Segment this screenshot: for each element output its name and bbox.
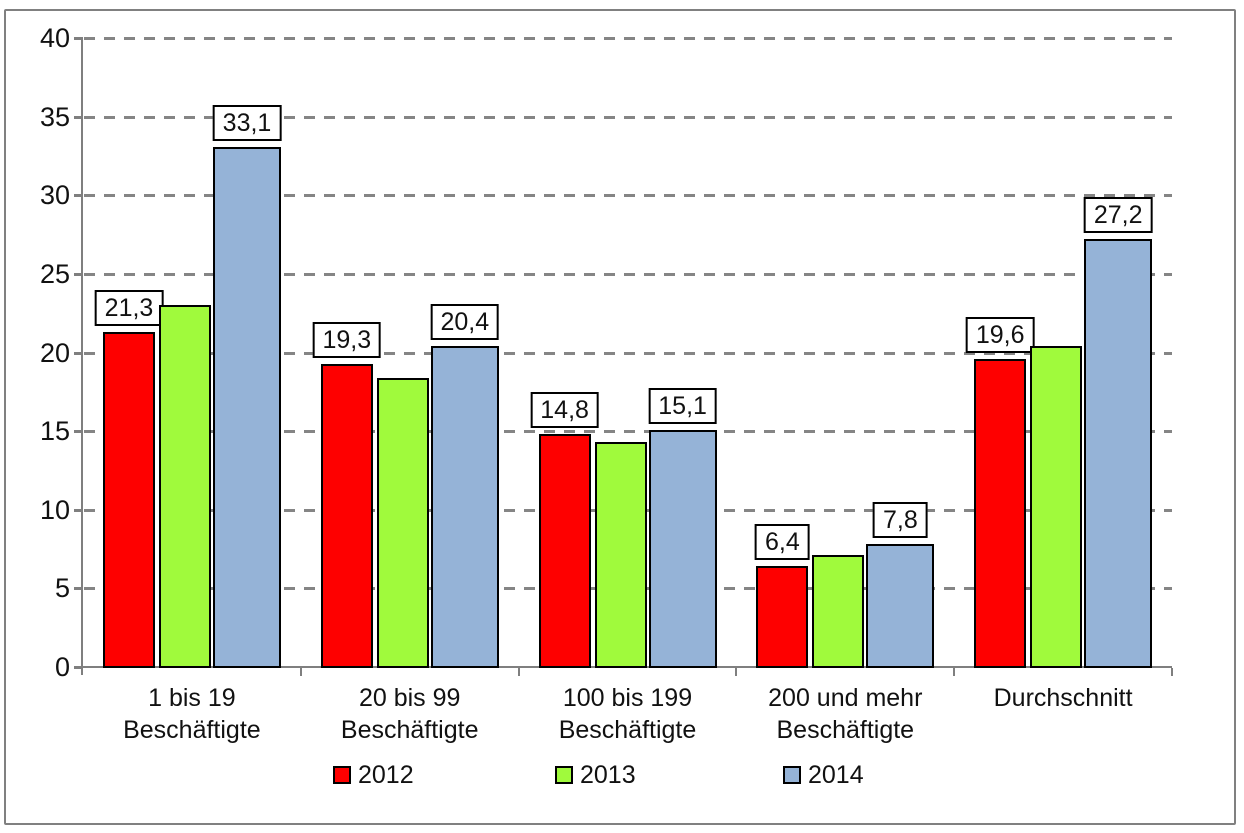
gridline xyxy=(84,430,1172,434)
y-axis-tick-label: 25 xyxy=(39,258,70,289)
y-axis-tick-label: 35 xyxy=(39,101,70,132)
bar-2012-4 xyxy=(974,358,1027,668)
category-label-line: 100 bis 199 xyxy=(562,684,693,712)
y-axis-tick xyxy=(74,430,83,434)
gridline xyxy=(84,351,1172,355)
y-axis-tick-label: 10 xyxy=(39,494,70,525)
value-label-2012-0: 21,3 xyxy=(94,290,164,327)
y-axis-tick-label: 15 xyxy=(39,416,70,447)
bar-2013-2 xyxy=(594,442,647,668)
y-axis-tick xyxy=(74,37,83,40)
category-label-4: Durchschnitt xyxy=(954,682,1172,714)
legend-label-2013: 2013 xyxy=(580,761,636,789)
bar-2013-1 xyxy=(376,377,429,668)
legend-label-2012: 2012 xyxy=(358,761,414,789)
bar-2013-3 xyxy=(812,555,865,668)
x-axis-tick xyxy=(517,668,520,676)
gridline xyxy=(84,37,1172,40)
bar-2014-4 xyxy=(1084,239,1153,668)
y-axis-tick xyxy=(74,666,83,669)
y-axis-tick xyxy=(74,272,83,276)
gridline xyxy=(84,115,1172,119)
y-axis-tick-label: 5 xyxy=(54,573,70,604)
bar-2012-0 xyxy=(103,332,155,668)
value-label-2014-2: 15,1 xyxy=(648,387,717,424)
value-label-2012-2: 14,8 xyxy=(530,392,599,429)
legend-swatch-2014 xyxy=(783,766,801,784)
y-axis-tick-label: 0 xyxy=(54,652,70,682)
value-label-2014-0: 33,1 xyxy=(212,104,282,141)
bar-2013-0 xyxy=(159,305,211,668)
y-axis-tick-label: 20 xyxy=(39,337,70,368)
x-axis-tick xyxy=(1171,668,1173,676)
y-axis-tick xyxy=(74,508,83,512)
value-label-2014-1: 20,4 xyxy=(430,304,500,341)
legend-label-2014: 2014 xyxy=(808,761,864,789)
category-label-line: 1 bis 19 Beschäftigte xyxy=(123,684,261,744)
bar-2014-0 xyxy=(213,146,281,668)
gridline xyxy=(84,272,1172,276)
x-axis-tick xyxy=(953,668,956,676)
y-axis-tick-label: 40 xyxy=(39,23,70,53)
value-label-2012-3: 6,4 xyxy=(755,524,810,561)
bar-2012-2 xyxy=(538,434,591,668)
x-axis-tick xyxy=(735,668,738,676)
value-label-2014-4: 27,2 xyxy=(1083,197,1153,234)
x-axis-tick xyxy=(299,668,302,676)
legend-item-2013: 2013 xyxy=(555,761,636,789)
y-axis-tick xyxy=(74,351,83,355)
value-label-2012-4: 19,6 xyxy=(965,316,1035,353)
category-label-1: 20 bis 99 Beschäftigte xyxy=(301,682,519,746)
gridline xyxy=(84,194,1172,198)
category-label-2: 100 bis 199 Beschäftigte xyxy=(519,682,737,746)
y-axis-tick xyxy=(74,115,83,119)
bar-2012-3 xyxy=(756,566,809,668)
legend-item-2012: 2012 xyxy=(333,761,414,789)
bar-2012-1 xyxy=(320,363,373,668)
category-label-0: 1 bis 19 Beschäftigte xyxy=(83,682,301,746)
category-label-3: 200 und mehr Beschäftigte xyxy=(736,682,954,746)
bar-2013-4 xyxy=(1030,346,1083,668)
bar-2014-3 xyxy=(866,544,935,668)
y-axis-tick xyxy=(74,194,83,198)
value-label-2014-3: 7,8 xyxy=(873,502,928,539)
legend-item-2014: 2014 xyxy=(783,761,864,789)
legend-swatch-2012 xyxy=(333,766,351,784)
y-axis-tick-label: 30 xyxy=(39,180,70,211)
category-label-line: 200 und mehr xyxy=(768,684,923,712)
category-label-line: Beschäftigte xyxy=(776,716,915,744)
y-axis-tick xyxy=(74,587,83,591)
category-label-line: Durchschnitt xyxy=(993,684,1133,712)
y-axis-line xyxy=(81,38,83,675)
bar-2014-2 xyxy=(648,429,717,668)
legend-swatch-2013 xyxy=(555,766,573,784)
category-label-line: 20 bis 99 Beschäftigte xyxy=(340,684,479,744)
value-label-2012-1: 19,3 xyxy=(312,321,382,358)
bar-2014-1 xyxy=(430,346,499,668)
category-label-line: Beschäftigte xyxy=(558,716,697,744)
